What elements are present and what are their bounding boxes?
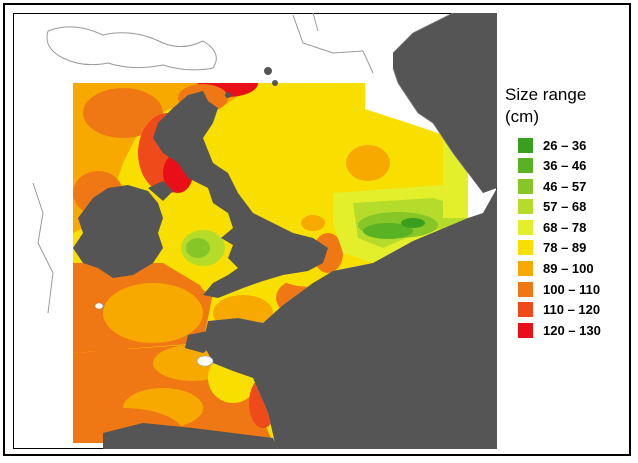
legend-item: 26 – 36 bbox=[505, 135, 630, 155]
map-panel bbox=[13, 13, 497, 449]
legend-label: 100 – 110 bbox=[543, 281, 601, 297]
legend-label: 120 – 130 bbox=[543, 322, 601, 338]
land-coastlines bbox=[392, 13, 469, 174]
legend-label: 110 – 120 bbox=[543, 302, 601, 318]
legend-label: 36 – 46 bbox=[543, 158, 587, 174]
legend-swatch bbox=[518, 302, 533, 318]
legend-item: 68 – 78 bbox=[505, 217, 630, 237]
land-masses bbox=[73, 13, 497, 449]
legend-item: 89 – 100 bbox=[505, 259, 630, 279]
map-canvas bbox=[13, 13, 497, 449]
legend-swatch bbox=[518, 178, 533, 194]
legend-label: 57 – 68 bbox=[543, 199, 587, 215]
legend-item: 110 – 120 bbox=[505, 300, 630, 320]
legend-swatch bbox=[518, 240, 533, 256]
ireland bbox=[73, 185, 163, 278]
legend-swatch bbox=[518, 261, 533, 277]
legend-item: 100 – 110 bbox=[505, 279, 630, 299]
legend-item: 36 – 46 bbox=[505, 156, 630, 176]
continental-europe bbox=[203, 188, 497, 449]
legend-label: 78 – 89 bbox=[543, 240, 587, 256]
great-britain bbox=[153, 91, 328, 298]
iberia bbox=[103, 423, 278, 449]
legend-swatch bbox=[518, 137, 533, 153]
legend: Size range (cm) 26 – 36 36 – 46 46 – 57 57 … bbox=[505, 84, 630, 341]
legend-title: Size range (cm) bbox=[505, 85, 587, 126]
legend-swatch bbox=[518, 219, 533, 235]
legend-item: 120 – 130 bbox=[505, 320, 630, 340]
legend-swatch bbox=[518, 199, 533, 215]
legend-item: 46 – 57 bbox=[505, 176, 630, 196]
legend-label: 89 – 100 bbox=[543, 261, 594, 277]
legend-swatch bbox=[518, 158, 533, 174]
figure-frame bbox=[3, 3, 631, 456]
legend-item: 78 – 89 bbox=[505, 238, 630, 258]
legend-item: 57 – 68 bbox=[505, 197, 630, 217]
legend-label: 68 – 78 bbox=[543, 219, 587, 235]
small-islands bbox=[94, 302, 214, 367]
legend-swatch bbox=[518, 281, 533, 297]
legend-label: 46 – 57 bbox=[543, 178, 587, 194]
legend-label: 26 – 36 bbox=[543, 137, 587, 153]
scandinavia bbox=[393, 13, 497, 193]
legend-swatch bbox=[518, 322, 533, 338]
legend-list: 26 – 36 36 – 46 46 – 57 57 – 68 68 – 78 78 – … bbox=[505, 135, 630, 340]
